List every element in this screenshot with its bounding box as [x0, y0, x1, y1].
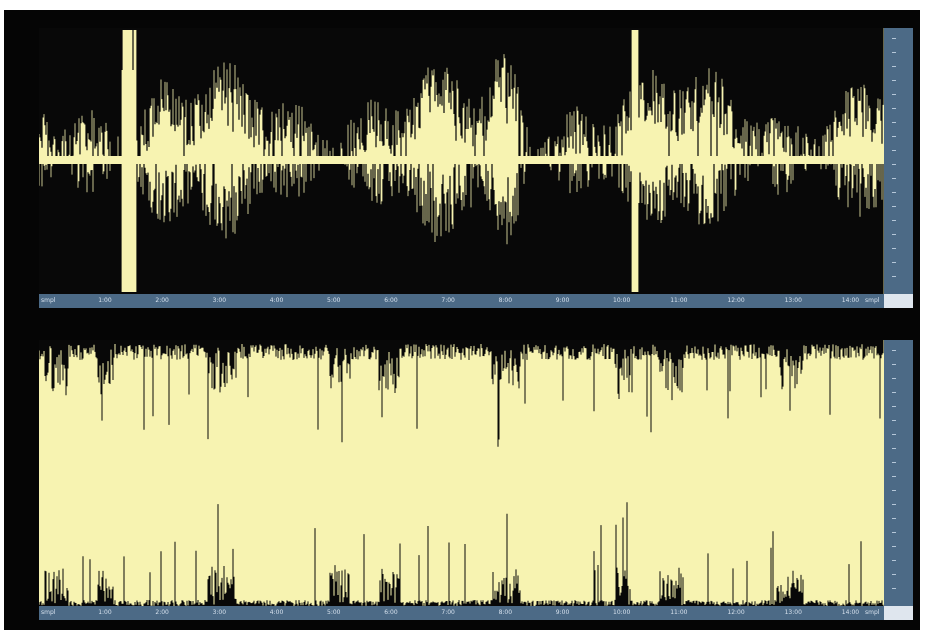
time-ruler-1[interactable]: smpl 1:00 2:00 3:00 4:00 5:00 6:00 7:00 8:00 9:00… [39, 294, 884, 308]
audio-editor-frame: smpl 1:00 2:00 3:00 4:00 5:00 6:00 7:00 8:00 9:00… [4, 10, 920, 630]
ruler-label: 10:00 [613, 609, 631, 616]
waveform-2-svg [39, 340, 884, 606]
scale-tick [892, 518, 896, 519]
ruler-label: 11:00 [670, 609, 688, 616]
scale-tick [892, 122, 896, 123]
waveform-track-1: smpl 1:00 2:00 3:00 4:00 5:00 6:00 7:00 8:00 9:00… [39, 28, 913, 312]
ruler-label: 8:00 [498, 609, 513, 616]
waveform-2-path [39, 340, 884, 606]
ruler-label: 9:00 [555, 297, 570, 304]
scale-tick [892, 94, 896, 95]
ruler-label: 2:00 [155, 297, 169, 304]
ruler-label: 13:00 [784, 297, 802, 304]
scale-tick [892, 136, 896, 137]
scale-tick [892, 490, 896, 491]
ruler-label: 10:00 [613, 297, 631, 304]
waveform-track-2: smpl 1:00 2:00 3:00 4:00 5:00 6:00 7:00 8:00 9:00… [39, 340, 913, 620]
waveform-1-path [39, 28, 884, 294]
ruler-label: 4:00 [269, 297, 284, 304]
ruler-corner-button-1[interactable] [884, 294, 913, 308]
scale-tick [892, 108, 896, 109]
ruler-label: 12:00 [727, 297, 745, 304]
ruler-label: smpl [865, 609, 880, 616]
scale-tick [892, 350, 896, 351]
scale-tick [892, 66, 896, 67]
scale-tick [892, 392, 896, 393]
time-ruler-2[interactable]: smpl 1:00 2:00 3:00 4:00 5:00 6:00 7:00 8:00 9:00… [39, 606, 884, 620]
scale-tick [892, 476, 896, 477]
ruler-label: 2:00 [155, 609, 169, 616]
ruler-label: 3:00 [212, 297, 227, 304]
scale-tick [892, 434, 896, 435]
amplitude-scale-1[interactable] [884, 28, 913, 294]
waveform-view-1[interactable] [39, 28, 884, 294]
ruler-label: 1:00 [98, 297, 112, 304]
ruler-label: 6:00 [384, 297, 398, 304]
ruler-label: 4:00 [269, 609, 284, 616]
ruler-label: 13:00 [784, 609, 802, 616]
ruler-corner-button-2[interactable] [884, 606, 913, 620]
scale-tick [892, 420, 896, 421]
scale-tick [892, 588, 896, 589]
scale-tick [892, 504, 896, 505]
ruler-label: 7:00 [441, 297, 455, 304]
scale-tick [892, 448, 896, 449]
ruler-label: 11:00 [670, 297, 688, 304]
scale-tick [892, 192, 896, 193]
scale-tick [892, 406, 896, 407]
scale-tick [892, 378, 896, 379]
ruler-label: 1:00 [98, 609, 112, 616]
scale-tick [892, 38, 896, 39]
scale-tick [892, 546, 896, 547]
ruler-label: smpl [41, 297, 56, 304]
scale-tick [892, 206, 896, 207]
ruler-label: 5:00 [327, 297, 341, 304]
ruler-label: 6:00 [384, 609, 398, 616]
ruler-label: 9:00 [555, 609, 570, 616]
ruler-label: 5:00 [327, 609, 341, 616]
ruler-label: 7:00 [441, 609, 455, 616]
scale-tick [892, 178, 896, 179]
ruler-label: 12:00 [727, 609, 745, 616]
ruler-label: 14:00 [841, 297, 860, 304]
scale-tick [892, 220, 896, 221]
scale-tick [892, 574, 896, 575]
scale-tick [892, 248, 896, 249]
amplitude-scale-2[interactable] [884, 340, 913, 606]
ruler-label: 14:00 [841, 609, 860, 616]
scale-tick [892, 52, 896, 53]
scale-tick [892, 234, 896, 235]
scale-tick [892, 80, 896, 81]
scale-tick [892, 164, 896, 165]
ruler-label: 8:00 [498, 297, 513, 304]
waveform-view-2[interactable] [39, 340, 884, 606]
ruler-label: smpl [41, 609, 56, 616]
ruler-label: smpl [865, 297, 880, 304]
scale-tick [892, 560, 896, 561]
scale-tick [892, 276, 896, 277]
ruler-label: 3:00 [212, 609, 227, 616]
scale-tick [892, 532, 896, 533]
waveform-1-svg [39, 28, 884, 294]
scale-tick [892, 150, 896, 151]
scale-tick [892, 364, 896, 365]
scale-tick [892, 462, 896, 463]
scale-tick [892, 262, 896, 263]
